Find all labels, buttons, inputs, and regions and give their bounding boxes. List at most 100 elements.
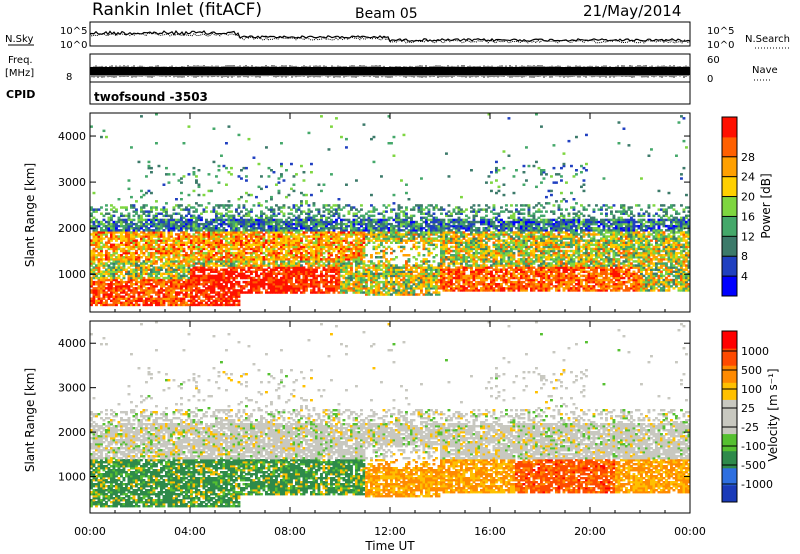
power-cell [345,264,348,267]
power-cell [107,268,111,271]
power-cell [157,303,161,307]
power-cell [230,283,233,286]
power-cell [130,251,133,255]
power-cell [202,239,206,242]
power-cell [382,222,386,226]
power-cell [350,276,353,280]
power-cell [122,289,126,292]
power-cell [225,166,228,170]
power-cell [390,247,393,251]
power-cell [325,231,328,234]
power-cell [137,243,141,247]
power-cell [395,212,398,215]
power-cell [305,249,308,253]
power-cell [115,283,118,286]
power-cell [172,251,176,255]
power-cell [260,218,263,222]
power-cell [225,303,228,307]
power-cell [337,272,341,276]
power-cell [390,264,393,267]
power-cell [227,204,231,207]
power-cell [122,251,126,255]
power-cell [240,262,243,265]
power-cell [415,278,418,282]
power-cell [317,239,321,242]
power-cell [100,274,103,278]
power-cell [340,247,343,251]
power-cell [285,249,288,253]
power-cell [325,204,328,207]
power-cell [117,245,121,249]
power-cell [217,245,221,249]
power-cell [342,237,346,240]
power-cell [160,222,163,226]
power-cell [190,227,193,230]
power-cell [172,278,176,282]
power-cell [170,266,173,269]
power-cell [322,280,326,284]
power-cell [147,258,151,261]
power-cell [217,276,221,280]
power-cell [412,208,416,211]
power-cell [130,270,133,273]
power-cell [240,220,243,224]
power-cell [310,193,313,197]
power-cell [222,280,226,284]
power-cell [247,289,251,292]
power-cell [112,258,116,261]
power-cell [282,254,286,257]
power-cell [217,229,221,232]
power-cell [302,231,306,234]
power-cell [415,231,418,234]
power-cell [167,245,171,249]
power-cell [247,268,251,271]
power-cell [330,245,333,249]
power-cell [340,260,343,263]
power-cell [320,249,323,253]
power-cell [335,262,338,265]
power-cell [255,260,258,263]
power-cell [352,220,356,224]
power-cell [280,291,283,294]
power-cell [200,276,203,280]
power-cell [150,256,153,259]
power-cell [167,278,171,282]
power-cell [125,227,128,230]
power-cell [257,254,261,257]
power-cell [245,179,248,182]
power-cell [172,270,176,273]
power-cell [235,293,238,296]
power-cell [280,266,283,269]
power-cell [305,272,308,276]
power-cell [262,241,266,244]
power-cell [130,239,133,242]
power-cell [257,291,261,294]
power-cell [360,247,363,251]
power-cell [147,287,151,290]
power-cell [222,293,226,296]
power-cell [247,262,251,265]
power-cell [350,289,353,292]
power-cell [162,233,166,236]
power-cell [150,289,153,292]
power-cell [215,301,218,305]
power-cell [197,245,201,249]
power-cell [285,245,288,249]
power-cell [285,227,288,230]
power-cell [402,224,406,228]
power-cell [235,274,238,278]
power-cell [92,224,96,228]
power-cell [272,254,276,257]
power-cell [230,264,233,267]
power-cell [220,235,223,238]
power-cell [412,229,416,232]
power-cell [262,251,266,255]
power-cell [392,266,396,269]
power-cell [95,280,98,284]
power-cell [120,206,123,209]
power-cell [217,291,221,294]
power-cell [330,283,333,286]
power-cell [182,258,186,261]
power-cell [235,264,238,267]
power-cell [302,285,306,288]
